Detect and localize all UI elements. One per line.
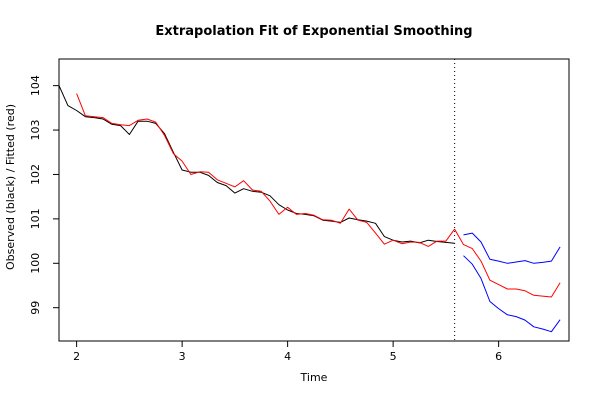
fitted-series-line xyxy=(76,93,456,247)
x-tick-label: 3 xyxy=(179,350,186,363)
x-tick-label: 6 xyxy=(495,350,502,363)
observed-series-line xyxy=(58,85,455,244)
upper-band-series-line xyxy=(463,232,561,264)
y-axis: 99 100 101 102 103 104 xyxy=(29,75,59,315)
y-tick-label: 104 xyxy=(29,75,42,96)
y-tick-label: 101 xyxy=(29,208,42,229)
series-layer xyxy=(58,85,561,333)
forecast-series-line xyxy=(454,228,561,298)
x-axis: 2 3 4 5 6 xyxy=(73,341,502,363)
y-tick-label: 99 xyxy=(29,301,42,315)
x-tick-label: 5 xyxy=(390,350,397,363)
x-axis-label: Time xyxy=(300,371,328,384)
chart-title: Extrapolation Fit of Exponential Smoothi… xyxy=(155,24,472,39)
y-axis-label: Observed (black) / Fitted (red) xyxy=(4,104,17,270)
x-tick-label: 2 xyxy=(73,350,80,363)
x-tick-label: 4 xyxy=(284,350,291,363)
lower-band-series-line xyxy=(463,255,561,333)
y-tick-label: 100 xyxy=(29,253,42,274)
plot-frame xyxy=(58,58,570,342)
y-tick-label: 102 xyxy=(29,164,42,185)
y-tick-label: 103 xyxy=(29,120,42,141)
